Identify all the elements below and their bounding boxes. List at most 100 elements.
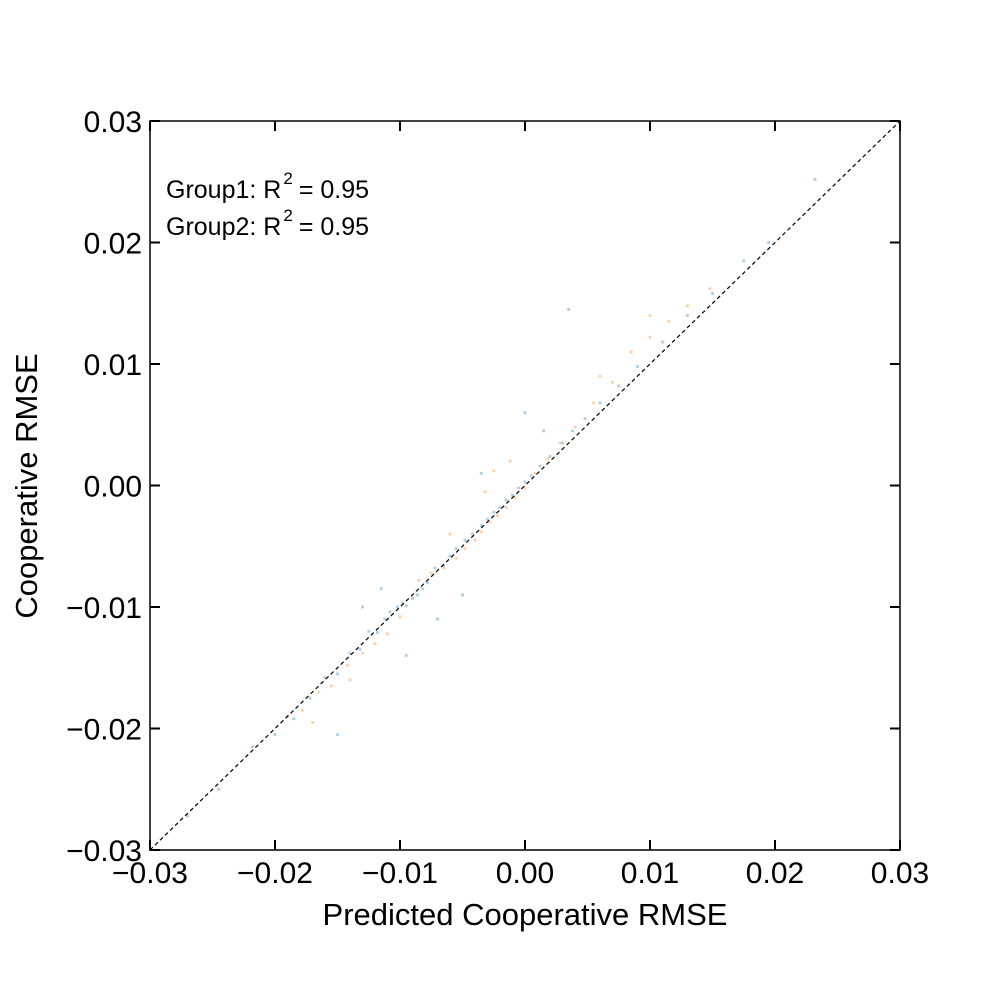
x-tick-label: 0.01 [621, 857, 679, 890]
series-1-point [504, 498, 508, 502]
series-1-point [323, 675, 327, 680]
series-2-point [417, 578, 421, 582]
y-tick-label: −0.02 [66, 714, 142, 747]
series-2-point [348, 678, 352, 682]
x-axis-label: Predicted Cooperative RMSE [323, 897, 728, 932]
series-2-point [492, 469, 496, 473]
reference-line [149, 120, 901, 851]
y-axis-label: Cooperative RMSE [9, 353, 44, 618]
annotation-group2-sup: 2 [283, 206, 292, 225]
series-1-point [379, 587, 383, 591]
series-1-point [448, 554, 452, 558]
series-2-point [483, 489, 487, 494]
series-2-point [495, 514, 500, 518]
series-1-point [523, 411, 527, 415]
series-2-point [479, 530, 483, 534]
series-2-point [385, 632, 390, 636]
series-1-point [538, 464, 542, 468]
series-1-point [583, 417, 587, 421]
series-2-point [573, 425, 577, 429]
x-tick-label: 0.03 [871, 857, 929, 890]
series-1-point [425, 581, 430, 585]
series-2-point [429, 571, 433, 575]
series-1-point [463, 538, 467, 542]
series-1-point [433, 566, 437, 570]
series-1-point [420, 587, 425, 591]
y-tick-label: −0.01 [66, 592, 142, 625]
series-1-point [383, 617, 387, 621]
series-1-point [685, 313, 690, 317]
series-2-point [448, 532, 452, 536]
x-tick-label: −0.01 [362, 857, 438, 890]
series-1-point [395, 605, 400, 609]
series-1-point [358, 647, 362, 652]
series-2-point [442, 566, 446, 570]
series-1-point [742, 259, 746, 263]
series-2-point [317, 690, 321, 694]
annotation-group1-value: = 0.95 [299, 176, 369, 204]
series-1-point [617, 384, 621, 388]
annotation-group1-label: Group1: R [166, 176, 281, 204]
svg-text:Group1: R2= 0.95: Group1: R 2 = 0.95 [166, 169, 369, 204]
series-1-point [435, 617, 440, 621]
x-tick-label: 0.00 [496, 857, 554, 890]
series-1-point [335, 732, 340, 737]
series-1-point [510, 493, 515, 497]
series-1-point [375, 630, 380, 635]
series-1-point [660, 340, 665, 344]
series-1-point [523, 480, 527, 484]
svg-text:Group2: R2= 0.95: Group2: R 2 = 0.95 [166, 206, 369, 241]
series-2-point [610, 380, 615, 384]
series-2-point [463, 547, 467, 551]
annotation-group1-sup: 2 [283, 169, 292, 188]
series-1-point [308, 696, 312, 700]
series-2-point [592, 401, 596, 405]
series-1-point [570, 429, 575, 433]
series-2-point [558, 441, 562, 445]
series-2-point [310, 720, 315, 725]
series-1-point [498, 505, 502, 509]
ticks-layer: −0.03−0.03 −0.02 −0.02 −0.01 −0.01 0.00 0.00 0.… [66, 106, 929, 890]
y-tick-label: 0.00 [84, 471, 142, 504]
series-1-point [273, 732, 277, 737]
series-1-point [470, 532, 475, 536]
series-1-point [460, 593, 465, 597]
series-1-point [485, 517, 490, 522]
series-2-point [398, 615, 402, 619]
series-2-point [648, 335, 652, 339]
series-1-point [185, 814, 190, 818]
annotation-group2-label: Group2: R [166, 213, 281, 241]
annotation-group2: Group2: R 2 = 0.95 [166, 206, 369, 241]
series-1-point [404, 604, 408, 608]
series-1-point [548, 454, 552, 458]
series-2-point [488, 520, 492, 524]
series-2-point [360, 651, 365, 655]
series-1-point [404, 654, 408, 658]
series-1-point [560, 441, 565, 445]
series-2-point [523, 486, 527, 490]
series-2-point [473, 538, 477, 542]
annotation-group2-value: = 0.95 [299, 213, 369, 241]
annotation-group1: Group1: R 2 = 0.95 [166, 169, 369, 204]
x-tick-label: 0.02 [746, 857, 804, 890]
y-tick-label: −0.03 [66, 835, 142, 868]
series-1-point [250, 745, 255, 749]
series-2-point [545, 457, 550, 461]
y-tick-label: 0.02 [84, 228, 142, 261]
x-tick-label: −0.03 [112, 857, 188, 890]
series-1-point [710, 291, 715, 296]
series-1-point [292, 717, 296, 721]
series-2-point [373, 641, 377, 646]
series-1-point [410, 596, 415, 601]
series-1-point [767, 240, 771, 245]
points-layer [185, 177, 817, 818]
series-1-point [217, 787, 221, 791]
series-2-point [685, 304, 690, 308]
series-1-point [415, 593, 420, 597]
series-1-point [479, 471, 483, 475]
y-tick-label: 0.03 [84, 106, 142, 139]
series-2-point [513, 496, 517, 500]
series-2-point [300, 708, 305, 712]
series-2-point [504, 505, 508, 509]
